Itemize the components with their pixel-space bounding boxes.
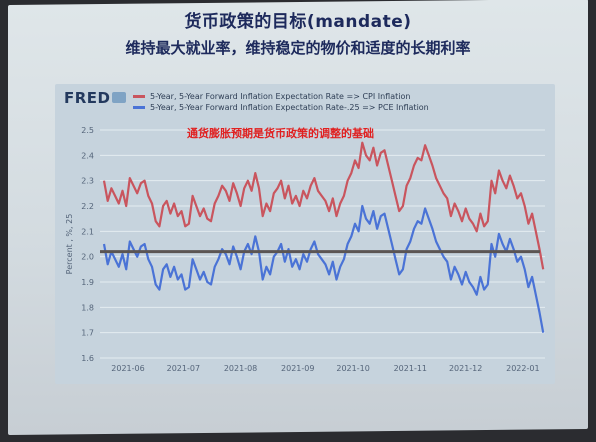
y-tick-label: 2.5	[81, 126, 94, 135]
x-tick-label: 2021-12	[449, 364, 482, 373]
x-tick-label: 2021-10	[336, 364, 369, 373]
fred-logo: FRED	[64, 89, 111, 107]
legend-label-cpi: 5-Year, 5-Year Forward Inflation Expecta…	[150, 92, 411, 101]
x-tick-label: 2021-08	[224, 364, 257, 373]
legend-item-pce: 5-Year, 5-Year Forward Inflation Expecta…	[133, 103, 429, 112]
x-tick-label: 2022-01	[506, 364, 539, 373]
series-line-pce	[102, 204, 545, 333]
y-tick-label: 1.9	[81, 278, 94, 287]
y-tick-label: 1.7	[81, 329, 94, 338]
legend-swatch-cpi	[133, 95, 145, 98]
x-tick-label: 2021-11	[394, 364, 427, 373]
y-axis-label: Percent , %, 25	[65, 214, 74, 275]
chart-panel	[55, 84, 555, 384]
x-tick-label: 2021-06	[111, 364, 144, 373]
slide-subtitle: 维持最大就业率，维持稳定的物价和适度的长期利率	[125, 39, 471, 57]
legend-item-cpi: 5-Year, 5-Year Forward Inflation Expecta…	[133, 92, 410, 101]
y-tick-label: 2.1	[81, 227, 94, 236]
series-line-cpi	[102, 141, 545, 270]
x-tick-label: 2021-09	[281, 364, 314, 373]
y-tick-label: 2.2	[81, 202, 94, 211]
legend-swatch-pce	[133, 106, 145, 109]
y-tick-label: 1.8	[81, 303, 94, 312]
legend-label-pce: 5-Year, 5-Year Forward Inflation Expecta…	[150, 103, 429, 112]
slide-title: 货币政策的目标(mandate)	[184, 12, 412, 32]
y-tick-label: 1.6	[81, 354, 94, 363]
fred-chart-icon	[112, 92, 126, 103]
y-tick-label: 2.0	[81, 253, 94, 262]
x-tick-label: 2021-07	[167, 364, 200, 373]
chart-annotation: 通货膨胀预期是货币政策的调整的基础	[187, 127, 374, 140]
y-tick-label: 2.4	[81, 151, 94, 160]
y-tick-label: 2.3	[81, 177, 94, 186]
